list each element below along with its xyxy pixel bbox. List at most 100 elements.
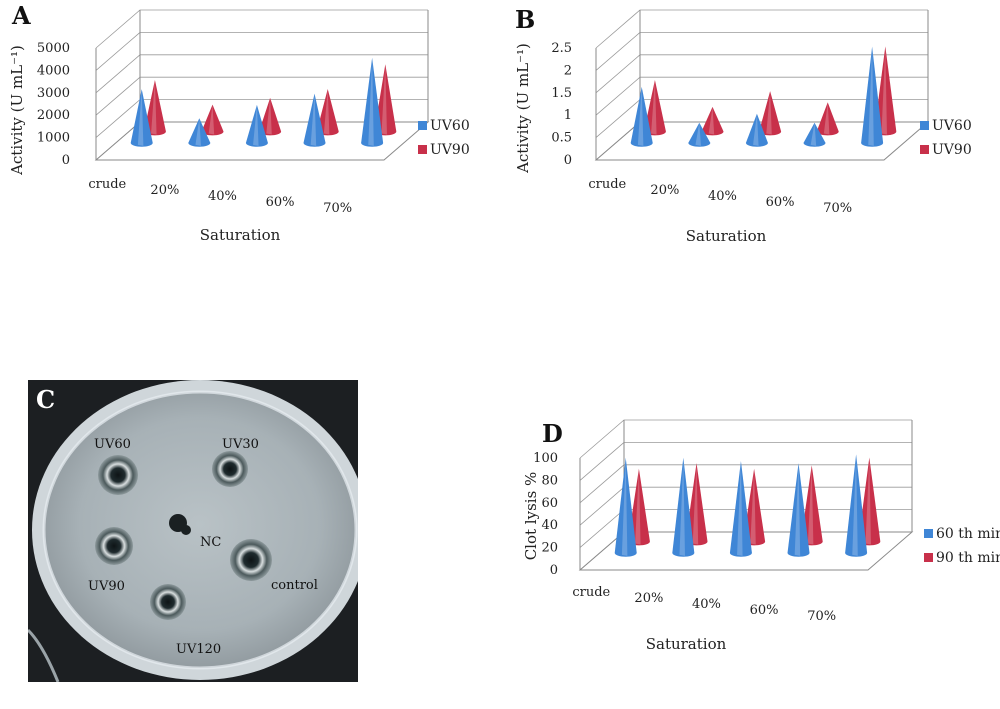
x-axis-title-d: Saturation — [646, 635, 727, 653]
cone-shine-b-0-3 — [810, 122, 817, 146]
legend-swatch-d-0 — [924, 529, 933, 538]
cone-body-a-0-1 — [188, 118, 211, 147]
x-tick-b-0: crude — [588, 177, 626, 192]
chart-d: D 0 20 40 60 80 100 crude 20% 40% 60% 70% Saturation… — [522, 419, 1000, 653]
panel-d: D 0 20 40 60 80 100 crude 20% 40% 60% 70% Saturation… — [500, 410, 1000, 670]
legend-label-d-1: 90 th min — [936, 550, 1000, 566]
panel-letter-a: A — [11, 1, 31, 30]
cone-b-0-2 — [745, 113, 768, 147]
cone-a-1-1 — [201, 104, 224, 136]
y-axis-title-d: Clot lysis % — [522, 472, 540, 561]
cone-b-1-4 — [874, 46, 897, 136]
clear-zone-control — [230, 539, 272, 581]
panel-letter-b: B — [515, 5, 535, 34]
cone-body-d-1-3 — [800, 465, 823, 546]
cone-body-b-0-2 — [745, 113, 768, 147]
cone-shine-d-0-3 — [794, 463, 801, 556]
cone-body-d-0-1 — [672, 457, 695, 557]
cone-shine-a-0-1 — [195, 118, 201, 146]
cone-b-0-4 — [861, 46, 884, 147]
cone-b-1-3 — [816, 102, 839, 136]
cone-shine-a-0-0 — [137, 89, 144, 146]
legend-swatch-a-0 — [418, 121, 427, 130]
cone-b-0-1 — [688, 122, 711, 147]
cone-shine-b-0-0 — [637, 86, 644, 146]
photo-label-control: control — [271, 578, 318, 593]
gridline-d-4 — [579, 442, 912, 481]
nc-spot-small — [181, 525, 191, 535]
clear-zone-uv120 — [150, 584, 186, 620]
cone-body-b-0-4 — [861, 46, 884, 147]
cone-shine-a-0-3 — [310, 93, 317, 146]
cone-shine-d-1-1 — [692, 463, 699, 545]
x-tick-d-3: 60% — [750, 603, 779, 618]
x-axis-title-a: Saturation — [200, 226, 281, 244]
cone-body-a-0-3 — [303, 93, 326, 147]
cone-shine-b-1-3 — [823, 102, 830, 135]
cone-b-1-1 — [701, 106, 724, 136]
cone-b-0-3 — [803, 122, 826, 147]
y-tick-d-2: 40 — [541, 518, 558, 533]
cone-a-0-1 — [188, 118, 211, 147]
y-tick-d-0: 0 — [550, 563, 558, 578]
cone-body-d-0-2 — [729, 461, 752, 557]
cone-shine-b-0-2 — [753, 113, 759, 146]
y-tick-b-5: 2.5 — [551, 41, 572, 56]
cone-a-0-4 — [361, 57, 384, 147]
x-tick-a-3: 60% — [266, 195, 295, 210]
y-axis-title-a: Activity (U mL⁻¹) — [8, 45, 26, 176]
legend-swatch-a-1 — [418, 145, 427, 154]
legend-label-a-0: UV60 — [430, 118, 470, 134]
cone-shine-d-0-0 — [621, 457, 628, 556]
y-tick-d-5: 100 — [533, 451, 558, 466]
panel-a: A 0 1000 2000 3000 4000 5000 crude 20% 40% 60% 70% S… — [0, 0, 490, 260]
cone-body-a-1-1 — [201, 104, 224, 136]
cone-shine-b-1-0 — [651, 79, 657, 135]
cone-shine-b-1-2 — [766, 91, 772, 135]
x-tick-a-4: 70% — [323, 201, 352, 216]
cone-body-d-0-0 — [614, 457, 637, 557]
cone-body-b-1-1 — [701, 106, 724, 136]
cone-body-b-0-3 — [803, 122, 826, 147]
clear-zone-uv60 — [98, 455, 138, 495]
y-tick-a-4: 4000 — [37, 63, 70, 78]
y-tick-b-2: 1 — [564, 108, 572, 123]
cone-d-0-1 — [672, 457, 695, 557]
x-axis-title-b: Saturation — [686, 227, 767, 245]
chart-a: A 0 1000 2000 3000 4000 5000 crude 20% 40% 60% 70% S… — [8, 1, 470, 244]
cone-shine-b-1-4 — [881, 46, 887, 135]
x-tick-d-4: 70% — [807, 609, 836, 624]
gridline-b-4 — [595, 32, 928, 71]
panel-letter-d: D — [542, 419, 563, 448]
cone-body-a-0-4 — [361, 57, 384, 147]
cone-b-0-0 — [630, 86, 653, 147]
photo-label-uv90: UV90 — [88, 579, 125, 594]
gridline-d-5 — [579, 419, 912, 459]
cone-a-0-2 — [245, 104, 268, 147]
panel-b: B 0 0.5 1 1.5 2 2.5 crude 20% 40% 60% 70% Saturation… — [500, 0, 1000, 260]
panel-letter-c: C — [36, 385, 55, 414]
cone-shine-d-0-2 — [737, 461, 743, 556]
cone-shine-d-0-1 — [679, 457, 685, 556]
y-axis-title-b: Activity (U mL⁻¹) — [514, 43, 532, 174]
legend-label-a-1: UV90 — [430, 142, 470, 158]
cone-d-0-3 — [787, 463, 810, 557]
cone-shine-a-1-2 — [266, 97, 272, 135]
cone-body-b-1-2 — [759, 91, 782, 136]
cone-body-d-0-4 — [845, 454, 868, 557]
cone-shine-a-0-4 — [368, 57, 374, 146]
x-tick-b-4: 70% — [823, 201, 852, 216]
x-tick-d-2: 40% — [692, 597, 721, 612]
cone-body-a-1-2 — [259, 97, 282, 136]
legend-label-b-1: UV90 — [932, 142, 972, 158]
photo-label-uv120: UV120 — [176, 642, 221, 657]
y-tick-d-4: 80 — [541, 473, 558, 488]
y-tick-a-1: 1000 — [37, 131, 70, 146]
legend-swatch-d-1 — [924, 553, 933, 562]
legend-label-b-0: UV60 — [932, 118, 972, 134]
y-tick-b-1: 0.5 — [551, 131, 572, 146]
y-tick-d-1: 20 — [541, 541, 558, 556]
cone-shine-b-0-4 — [868, 46, 874, 146]
legend-swatch-b-1 — [920, 145, 929, 154]
cone-body-b-1-4 — [874, 46, 897, 136]
